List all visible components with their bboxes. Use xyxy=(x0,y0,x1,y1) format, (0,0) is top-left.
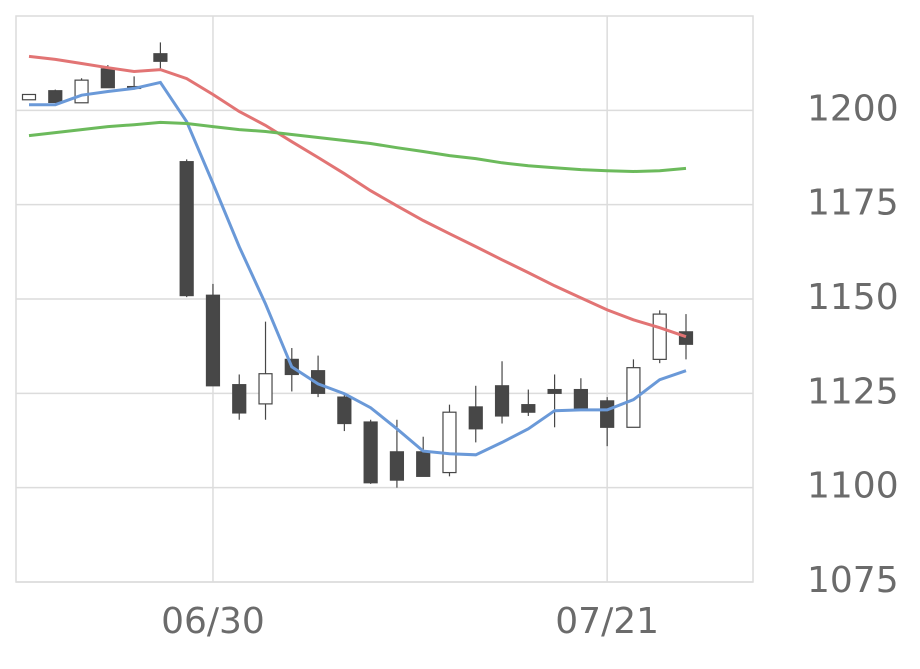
candle-body xyxy=(153,53,168,62)
x-tick-label: 06/30 xyxy=(161,601,265,642)
candle-body xyxy=(652,313,667,360)
candle-body xyxy=(179,161,194,297)
candle-body xyxy=(494,385,510,417)
moving-average-line xyxy=(28,120,687,174)
y-tick-label: 1150 xyxy=(807,277,899,318)
y-tick-label: 1075 xyxy=(807,560,899,601)
candle-body xyxy=(21,93,37,101)
moving-average-line xyxy=(29,80,687,457)
candle-body xyxy=(232,384,247,414)
candle-body xyxy=(389,451,405,481)
candle-body xyxy=(363,421,378,484)
candle-body xyxy=(573,388,588,410)
candle-body xyxy=(258,373,273,405)
candle-body xyxy=(100,68,115,89)
y-tick-label: 1100 xyxy=(807,466,899,507)
candle-body xyxy=(626,367,641,428)
candle-body xyxy=(74,79,89,104)
candle-body xyxy=(416,451,431,477)
x-tick-label: 07/21 xyxy=(555,601,659,642)
candle-body xyxy=(48,90,63,104)
y-tick-label: 1200 xyxy=(807,88,899,129)
candle-body xyxy=(600,400,615,428)
candle-body xyxy=(337,396,352,425)
candle-body xyxy=(547,388,562,394)
candle-body xyxy=(521,404,536,413)
y-tick-label: 1125 xyxy=(807,371,899,412)
candle-body xyxy=(468,406,483,430)
y-tick-label: 1175 xyxy=(807,183,899,224)
candle-body xyxy=(205,294,221,387)
moving-average-line xyxy=(28,54,687,339)
candle-body xyxy=(442,411,457,474)
candle-body xyxy=(310,370,326,394)
